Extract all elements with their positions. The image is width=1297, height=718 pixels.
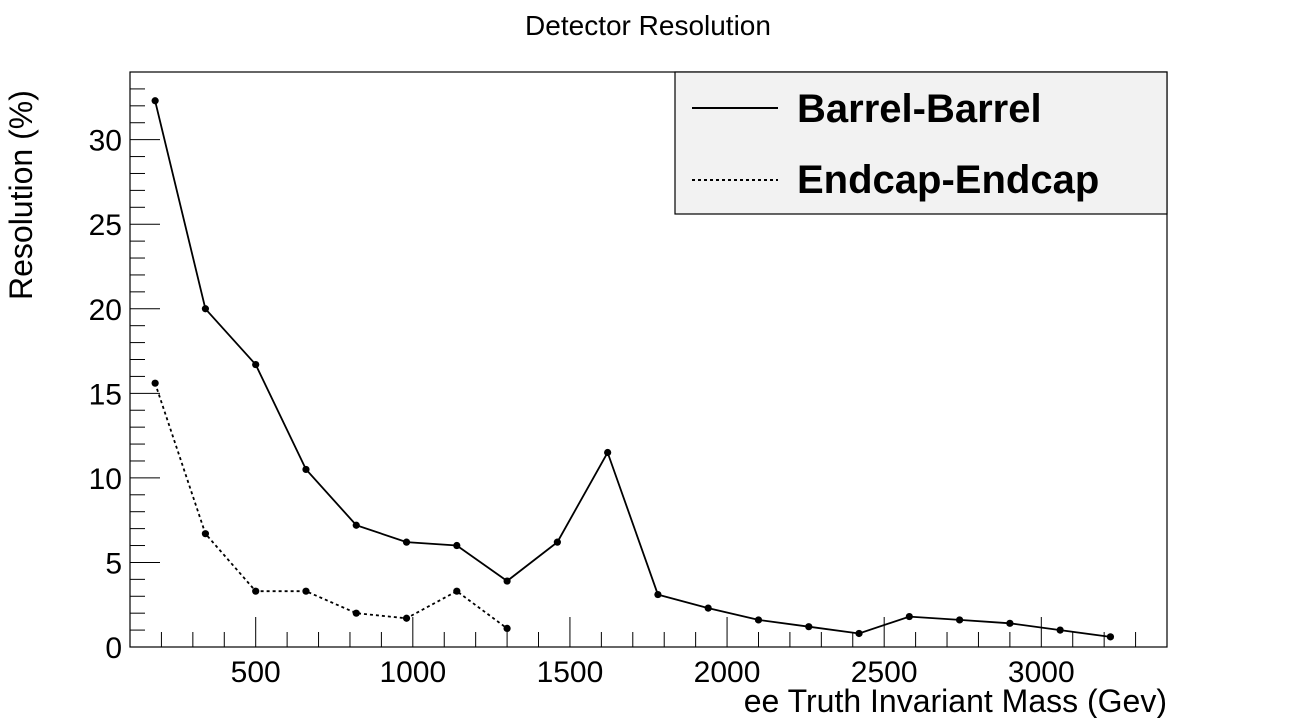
data-point-barrel-barrel	[352, 521, 360, 529]
y-tick-label: 25	[89, 209, 122, 242]
data-point-barrel-barrel	[754, 616, 763, 624]
data-point-barrel-barrel	[654, 590, 662, 599]
data-point-endcap-endcap	[402, 614, 411, 622]
chart-title: Detector Resolution	[525, 10, 771, 41]
data-point-barrel-barrel	[402, 538, 411, 546]
x-tick-label: 2500	[851, 656, 918, 689]
y-axis-title: Resolution (%)	[3, 90, 39, 300]
legend-box	[674, 71, 1168, 215]
x-tick-label: 2000	[694, 656, 761, 689]
x-tick-label: 1000	[379, 656, 446, 689]
y-tick-label: 5	[105, 547, 122, 580]
y-tick-label: 10	[89, 463, 122, 496]
data-point-endcap-endcap	[151, 379, 159, 387]
y-tick-label: 0	[105, 632, 122, 665]
x-axis-ticks: 500 1000 1500 2000 2500 3000	[129, 617, 1168, 689]
data-point-barrel-barrel	[302, 465, 310, 474]
legend: Barrel-Barrel Endcap-Endcap	[674, 71, 1168, 215]
data-point-barrel-barrel	[905, 612, 913, 621]
x-tick-label: 1500	[537, 656, 604, 689]
data-point-barrel-barrel	[855, 629, 863, 638]
data-point-endcap-endcap	[302, 587, 310, 595]
data-point-barrel-barrel	[604, 448, 612, 457]
series-line-endcap-endcap	[154, 382, 508, 630]
legend-label-endcap-endcap: Endcap-Endcap	[797, 158, 1099, 202]
x-axis-title: ee Truth Invariant Mass (Gev)	[744, 683, 1167, 718]
data-point-endcap-endcap	[352, 609, 360, 617]
data-point-endcap-endcap	[252, 587, 260, 595]
y-tick-label: 30	[89, 125, 122, 158]
y-axis-ticks: 0 5 10 15 20 25 30	[89, 71, 160, 665]
data-point-barrel-barrel	[805, 623, 813, 631]
data-point-endcap-endcap	[453, 587, 461, 595]
data-point-barrel-barrel	[956, 616, 964, 624]
data-point-barrel-barrel	[453, 541, 461, 550]
data-point-barrel-barrel	[1006, 619, 1014, 627]
data-point-barrel-barrel	[151, 97, 159, 105]
data-point-barrel-barrel	[1056, 626, 1064, 634]
x-tick-label: 3000	[1008, 656, 1075, 689]
data-point-barrel-barrel	[1106, 633, 1115, 641]
data-point-barrel-barrel	[503, 577, 511, 585]
series-layer	[151, 97, 1115, 641]
legend-label-barrel-barrel: Barrel-Barrel	[797, 87, 1042, 131]
series-line-barrel-barrel	[154, 100, 1111, 638]
data-point-barrel-barrel	[704, 604, 712, 612]
y-tick-label: 20	[89, 294, 122, 327]
data-point-barrel-barrel	[201, 305, 210, 313]
x-tick-label: 500	[231, 656, 281, 689]
data-point-barrel-barrel	[553, 538, 561, 546]
data-point-endcap-endcap	[201, 530, 210, 538]
data-point-endcap-endcap	[503, 624, 511, 632]
y-tick-label: 15	[89, 378, 122, 411]
data-point-barrel-barrel	[252, 360, 260, 369]
